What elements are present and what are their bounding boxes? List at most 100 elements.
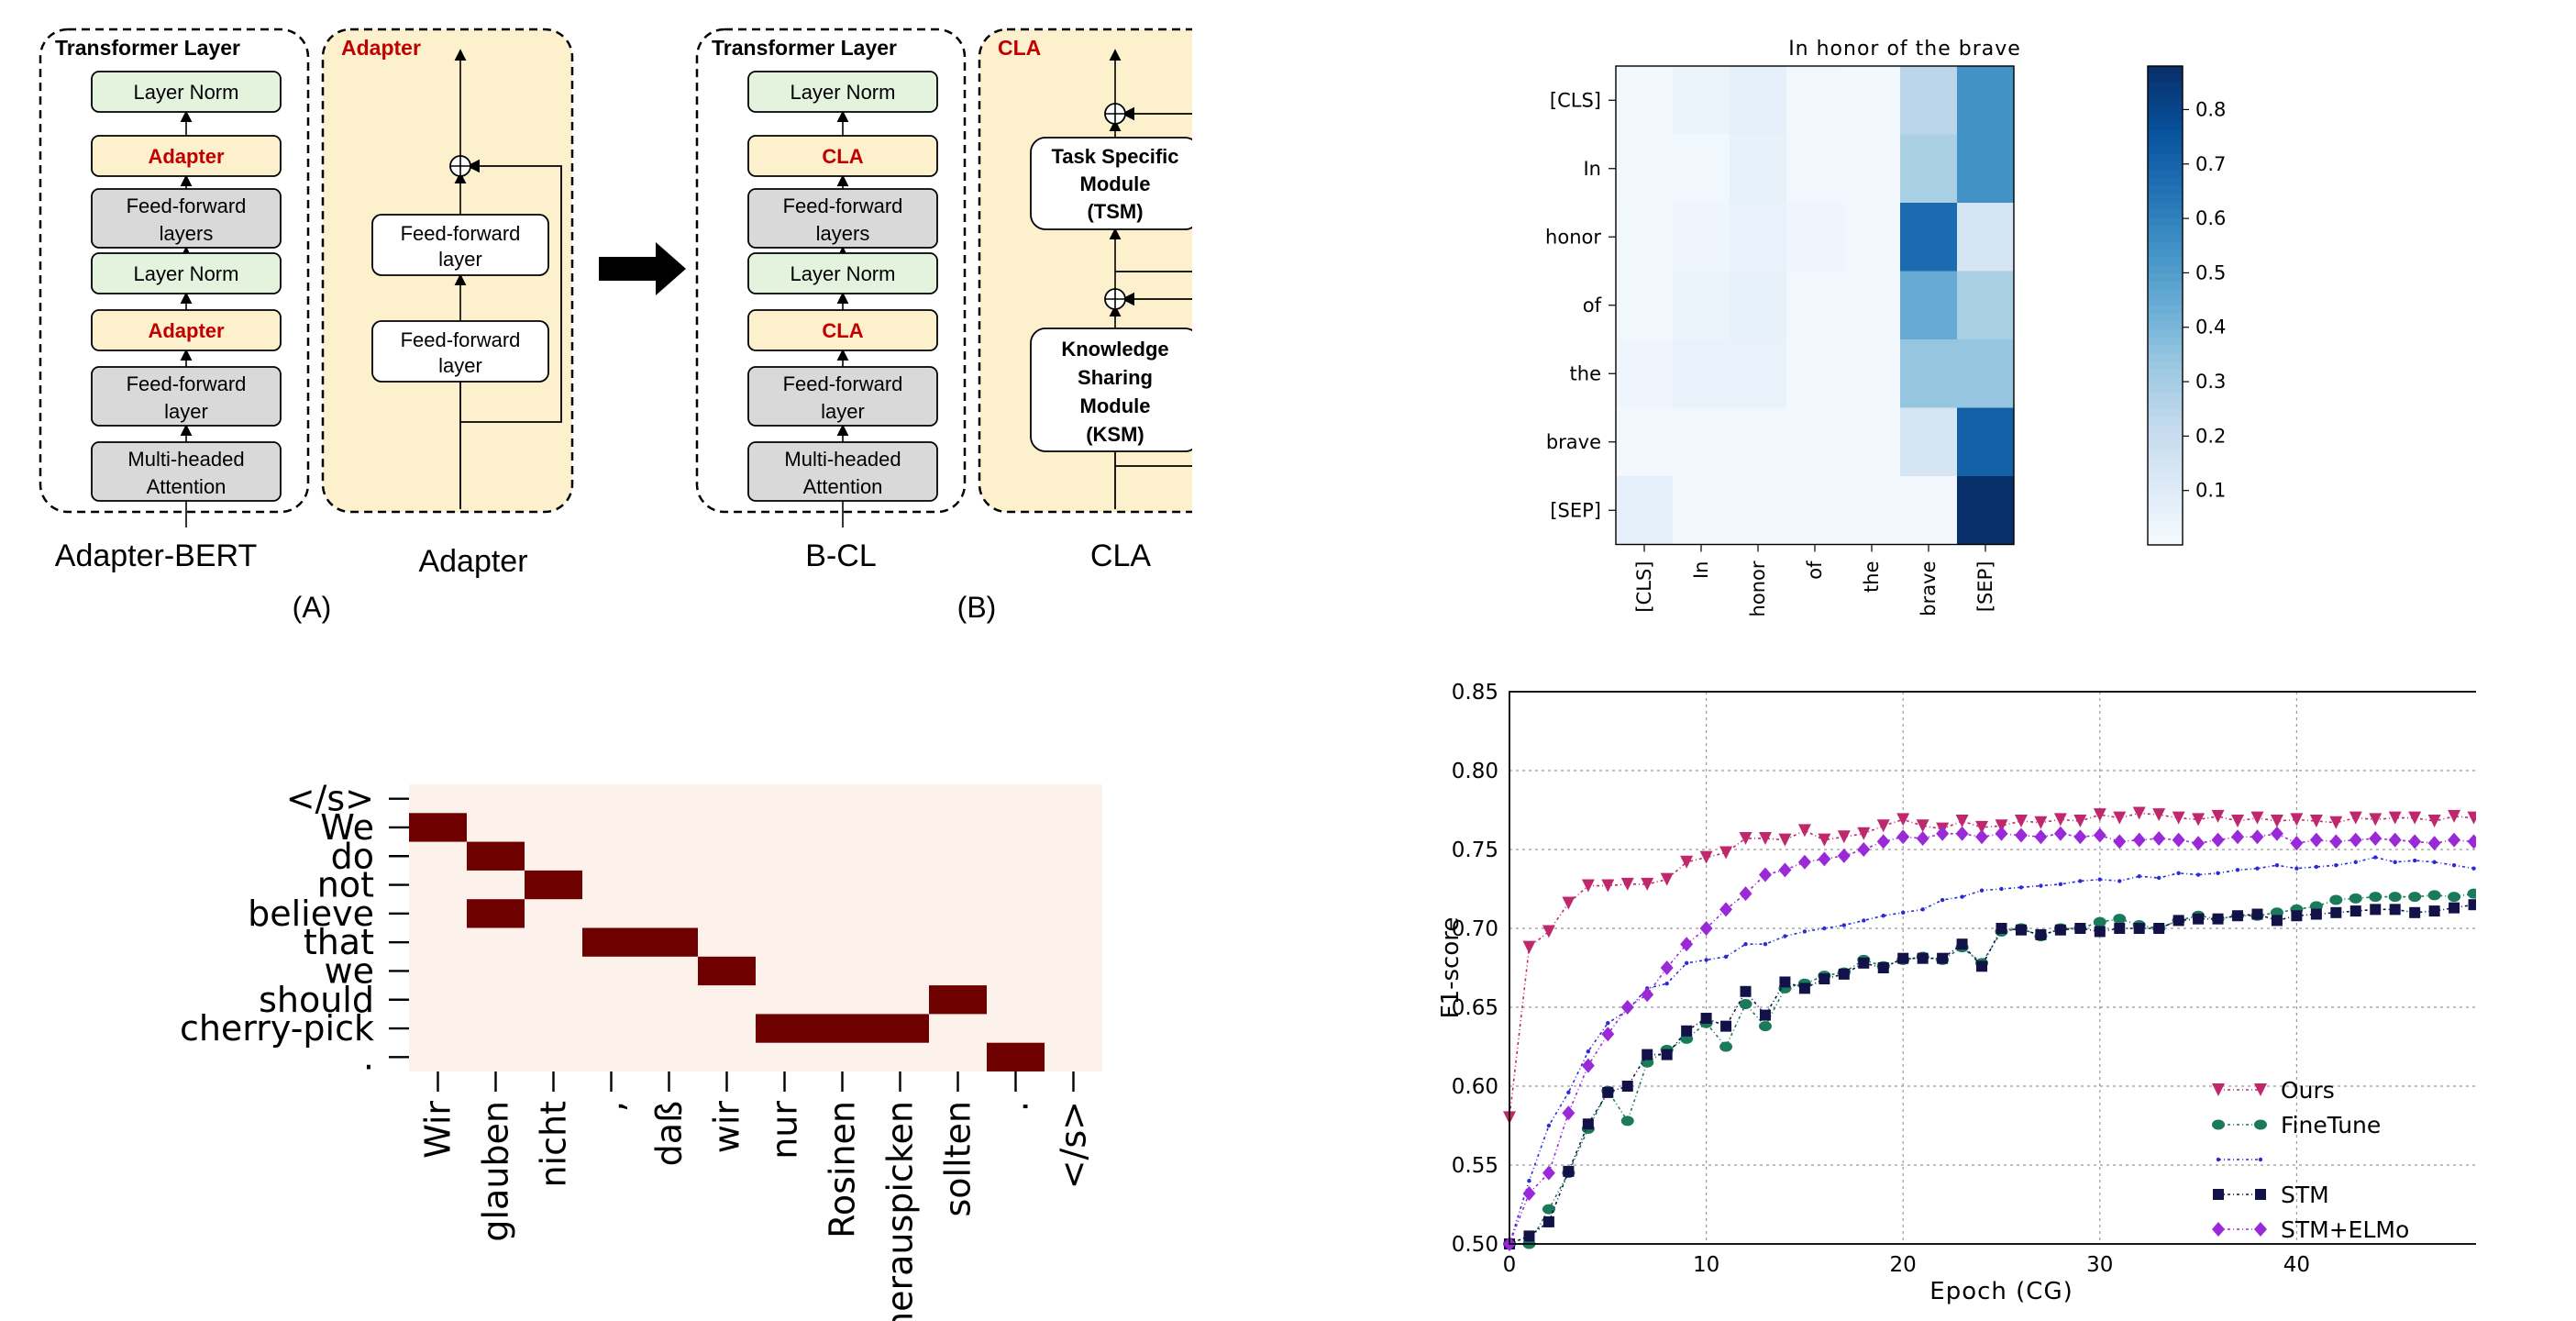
heatmap-row-label: brave — [1546, 431, 1601, 453]
point-marker — [2408, 834, 2422, 849]
point-marker — [2349, 893, 2362, 904]
point-marker — [2270, 815, 2283, 828]
heatmap-cell — [1843, 203, 1901, 272]
heatmap-cell — [1730, 407, 1787, 477]
point-marker — [2428, 905, 2440, 917]
caption-adapter-bert: Adapter-BERT — [55, 538, 257, 573]
plot-area — [1509, 692, 2476, 1244]
colorbar-segment — [2148, 153, 2183, 163]
series-Ours — [1503, 806, 2476, 1125]
alignment-row-label: not — [317, 865, 374, 905]
point-marker — [2054, 924, 2066, 936]
stack-block — [91, 71, 282, 113]
colorbar-tick-label: 0.3 — [2195, 371, 2226, 393]
heatmap-col-label: In — [1690, 561, 1712, 580]
heatmap-col-label: the — [1861, 561, 1883, 593]
point-marker — [1562, 896, 1575, 910]
y-tick-label: 0.55 — [1452, 1154, 1498, 1178]
colorbar-segment — [2148, 433, 2183, 442]
heatmap-cell — [1616, 134, 1674, 204]
point-marker — [2014, 815, 2028, 828]
heatmap-cell — [1616, 339, 1674, 408]
point-marker — [1620, 1000, 1634, 1015]
heatmap-cell — [1673, 271, 1730, 340]
heatmap-row-label: honor — [1545, 226, 1601, 248]
point-marker — [1739, 831, 1752, 845]
point-marker — [1778, 862, 1792, 878]
stack-block-label: Attention — [147, 475, 227, 498]
stack-block — [91, 309, 282, 351]
point-marker — [2232, 910, 2244, 922]
colorbar-segment — [2148, 440, 2183, 450]
point-marker — [1960, 894, 1964, 899]
plot-frame — [1509, 691, 2476, 1245]
ksm-label: Module — [1080, 394, 1151, 417]
point-marker — [1759, 1009, 1771, 1021]
point-marker — [2294, 866, 2299, 871]
point-marker — [2132, 832, 2146, 848]
point-marker — [1522, 940, 1536, 954]
point-marker — [1586, 1049, 1591, 1054]
heatmap-cell — [1786, 134, 1844, 204]
point-marker — [1680, 855, 1694, 869]
series-unnamed — [1507, 855, 2476, 1247]
heatmap-col-label: [SEP] — [1974, 561, 1996, 613]
point-marker — [1719, 1041, 1733, 1052]
y-tick-label: 0.85 — [1452, 681, 1498, 705]
heatmap-cell — [1957, 134, 2015, 204]
colorbar-segment — [2148, 465, 2183, 474]
stack-block-label: layers — [816, 222, 870, 245]
x-tick-label: 40 — [2283, 1253, 2310, 1277]
heatmap-cell — [1616, 203, 1674, 272]
point-marker — [1664, 982, 1669, 986]
heatmap-cell — [1843, 66, 1901, 135]
legend-item: STM+ELMo — [2212, 1216, 2409, 1243]
point-marker — [1901, 910, 1906, 915]
point-marker — [1581, 879, 1595, 893]
heatmap-cell — [1843, 134, 1901, 204]
colorbar-segment — [2148, 353, 2183, 362]
adapter-ffn-block — [371, 214, 549, 276]
alignment-col-label: . — [996, 1101, 1036, 1112]
heatmap-cell — [1900, 407, 1958, 477]
x-axis-label: Epoch (CG) — [1929, 1278, 2073, 1305]
legend-item: STM — [2213, 1182, 2329, 1208]
heatmap-cell — [1843, 339, 1901, 408]
point-marker — [2113, 834, 2127, 849]
point-marker — [1916, 830, 1929, 846]
point-marker — [2114, 923, 2126, 934]
point-marker — [1563, 1165, 1575, 1177]
stack-block — [91, 366, 282, 427]
stack-block-label: Layer Norm — [134, 262, 239, 285]
heatmap-cell — [1957, 203, 2015, 272]
colorbar-tick-label: 0.5 — [2195, 261, 2226, 283]
point-marker — [1877, 962, 1889, 973]
colorbar-segment — [2148, 496, 2183, 506]
stack-block — [91, 252, 282, 294]
point-marker — [2349, 905, 2361, 917]
point-marker — [1916, 819, 1929, 833]
colorbar-segment — [2148, 305, 2183, 315]
legend-label: FineTune — [2281, 1112, 2381, 1138]
colorbar-segment — [2148, 528, 2183, 538]
point-marker — [2329, 834, 2343, 849]
heatmap-col-label: brave — [1918, 561, 1940, 616]
colorbar-segment — [2148, 82, 2183, 92]
x-tick-label: 30 — [2086, 1253, 2113, 1277]
cla-box-title: CLA — [998, 36, 1041, 60]
legend-label: Ours — [2281, 1077, 2335, 1104]
alignment-cell — [409, 813, 467, 842]
point-marker — [1740, 985, 1752, 997]
colorbar-segment — [2148, 241, 2183, 251]
heatmap-cell — [1786, 339, 1844, 408]
stack-block-label: Adapter — [148, 319, 225, 342]
heatmap-col-label: of — [1804, 561, 1826, 580]
alignment-col-label: </s> — [1054, 1101, 1094, 1189]
alignment-col-label: Rosinen — [823, 1101, 863, 1238]
point-marker — [2349, 811, 2362, 825]
point-marker — [1660, 872, 1674, 886]
point-marker — [1995, 826, 2008, 841]
point-marker — [1704, 958, 1708, 962]
alignment-col-label: Wir — [418, 1101, 459, 1159]
alignment-row-label: do — [331, 836, 374, 876]
